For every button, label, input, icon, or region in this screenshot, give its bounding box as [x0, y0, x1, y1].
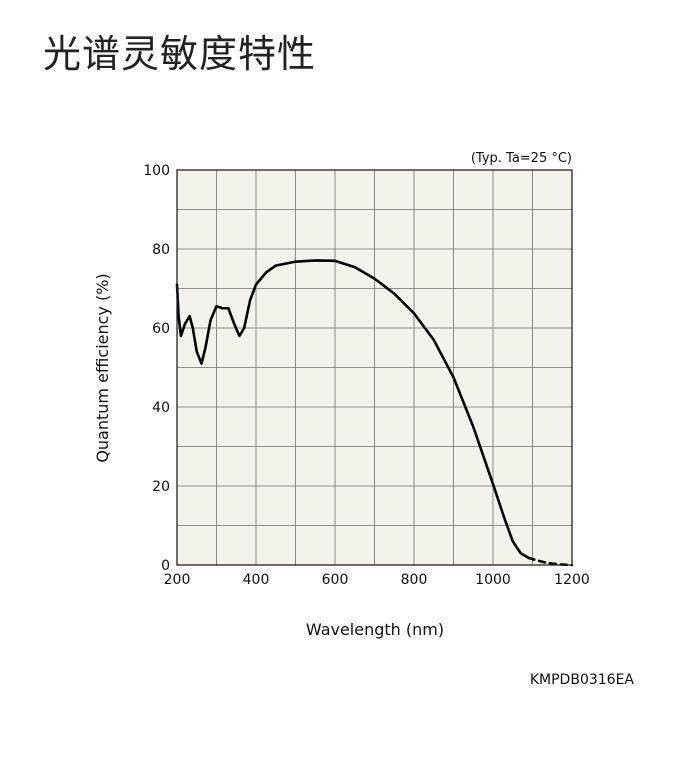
plot-border [176, 169, 573, 566]
page-title: 光谱灵敏度特性 [43, 32, 317, 76]
tick-labels: 200 400 600 800 1000 1200 0 20 40 60 80 100 [143, 163, 590, 588]
x-tick-label: 200 [164, 572, 191, 588]
y-tick-label: 40 [152, 400, 170, 416]
x-tick-label: 800 [401, 572, 428, 588]
y-tick-label: 20 [152, 479, 170, 495]
y-tick-label: 0 [161, 558, 170, 574]
y-axis-label: Quantum efficiency (%) [93, 273, 112, 462]
y-tick-label: 100 [143, 163, 170, 179]
x-axis-label: Wavelength (nm) [306, 620, 444, 639]
x-tick-label: 400 [243, 572, 270, 588]
y-tick-label: 60 [152, 321, 170, 337]
quantum-efficiency-line [175, 259, 530, 560]
x-tick-label: 1200 [554, 572, 590, 588]
grid-lines [177, 170, 572, 565]
x-tick-label: 1000 [475, 572, 511, 588]
conditions-note: (Typ. Ta=25 °C) [471, 151, 572, 166]
figure-code: KMPDB0316EA [530, 672, 635, 688]
y-tick-label: 80 [152, 242, 170, 258]
x-tick-label: 600 [322, 572, 349, 588]
